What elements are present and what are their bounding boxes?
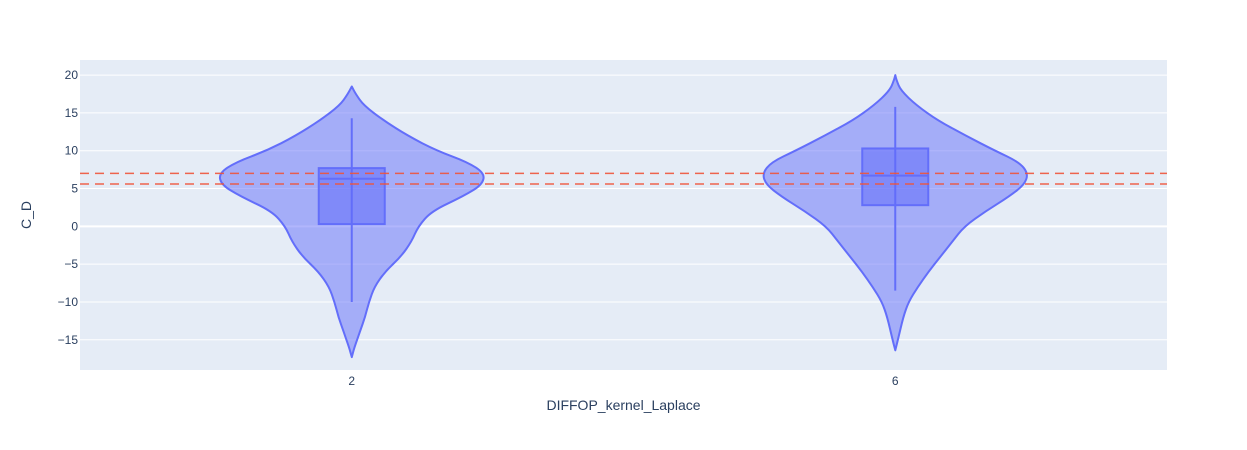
y-tick-label: 15 bbox=[65, 106, 79, 120]
y-tick-label: 5 bbox=[71, 182, 78, 196]
x-tick-label: 6 bbox=[892, 374, 899, 388]
y-tick-label: −10 bbox=[58, 295, 79, 309]
y-tick-labels: −15 −10 −5 0 5 10 15 20 bbox=[58, 68, 79, 347]
iqr-box[interactable] bbox=[317, 167, 386, 226]
iqr-box[interactable] bbox=[861, 147, 930, 207]
y-tick-label: −15 bbox=[58, 333, 79, 347]
y-tick-label: 10 bbox=[65, 144, 79, 158]
x-axis-title: DIFFOP_kernel_Laplace bbox=[546, 397, 700, 413]
plot-area bbox=[80, 60, 1167, 370]
y-tick-label: 20 bbox=[65, 68, 79, 82]
x-tick-label: 2 bbox=[348, 374, 355, 388]
y-tick-label: 0 bbox=[71, 219, 78, 233]
violin-6 bbox=[762, 74, 1028, 352]
y-tick-label: −5 bbox=[64, 257, 78, 271]
violins bbox=[218, 74, 1028, 359]
violin-2 bbox=[218, 85, 485, 359]
reference-lines bbox=[80, 172, 1167, 185]
y-axis-title: C_D bbox=[18, 201, 34, 229]
